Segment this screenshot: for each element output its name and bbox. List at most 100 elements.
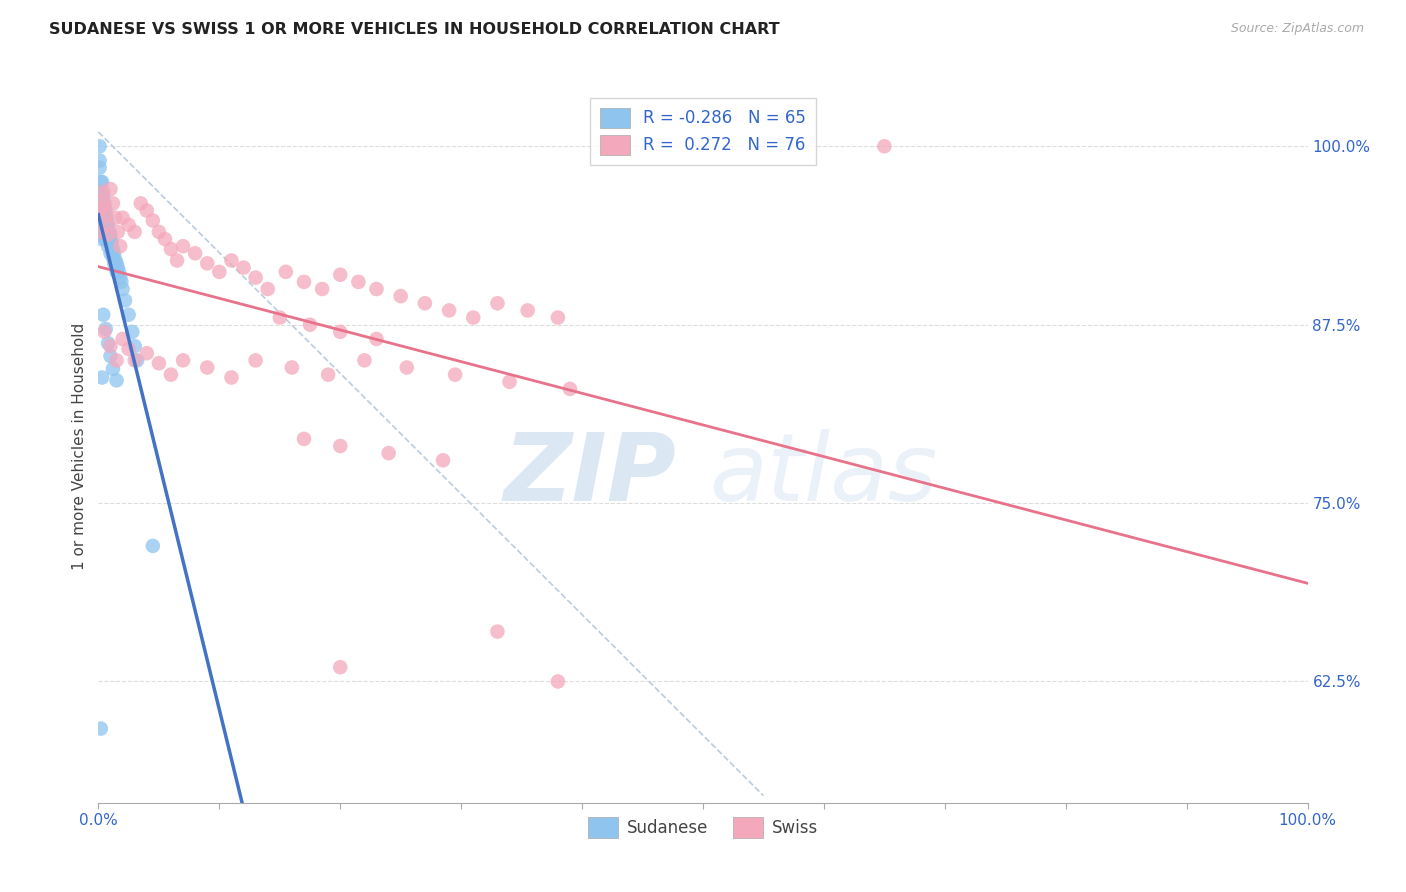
Point [437,303,460,318]
Point [90,203,112,218]
Point [172,239,194,253]
Point [97,218,120,232]
Point [90,185,112,199]
Point [100,339,122,353]
Point [256,282,278,296]
Point [101,196,124,211]
Point [486,624,509,639]
Point [98,235,121,249]
Point [316,368,339,382]
Point [91,232,114,246]
Point [127,353,149,368]
Point [101,362,124,376]
Point [91,185,114,199]
Point [90,194,112,208]
Point [366,282,388,296]
Point [89,139,111,153]
Point [124,339,146,353]
Point [395,360,418,375]
Point [148,356,170,370]
Point [184,246,207,260]
Point [91,211,114,225]
Point [94,203,117,218]
Point [118,218,141,232]
Point [90,722,112,736]
Point [160,368,183,382]
Point [90,175,112,189]
Point [547,674,569,689]
Point [90,213,112,227]
Point [195,360,218,375]
Point [547,310,569,325]
Point [97,227,120,242]
Point [100,182,122,196]
Point [104,211,127,225]
Text: ZIP: ZIP [503,428,676,521]
Point [93,325,115,339]
Point [93,196,115,211]
Point [111,332,134,346]
Point [105,256,128,270]
Point [94,208,117,222]
Point [93,199,115,213]
Point [91,222,114,236]
Point [208,265,231,279]
Point [100,235,122,249]
Point [129,196,152,211]
Point [245,353,267,368]
Point [153,232,176,246]
Point [353,353,375,368]
Point [135,346,157,360]
Legend: Sudanese, Swiss: Sudanese, Swiss [582,811,824,845]
Point [91,189,114,203]
Y-axis label: 1 or more Vehicles in Household: 1 or more Vehicles in Household [72,322,87,570]
Point [103,248,125,262]
Point [90,222,112,236]
Point [463,310,485,325]
Point [100,236,122,251]
Point [93,230,115,244]
Point [91,222,114,236]
Point [104,253,127,268]
Point [91,308,114,322]
Point [94,322,117,336]
Point [245,270,267,285]
Point [195,256,218,270]
Text: Source: ZipAtlas.com: Source: ZipAtlas.com [1230,22,1364,36]
Point [105,373,128,387]
Point [269,310,291,325]
Point [96,220,118,235]
Point [101,251,124,265]
Point [311,282,333,296]
Point [166,253,188,268]
Point [329,325,352,339]
Point [329,439,352,453]
Point [91,194,114,208]
Point [107,260,129,275]
Point [105,265,128,279]
Point [347,275,370,289]
Point [96,211,118,225]
Point [91,189,114,203]
Point [91,211,114,225]
Point [97,239,120,253]
Point [292,275,315,289]
Point [101,242,124,256]
Point [118,308,141,322]
Point [89,225,111,239]
Point [98,225,121,239]
Point [432,453,454,467]
Point [108,265,131,279]
Point [558,382,581,396]
Point [329,268,352,282]
Point [281,360,304,375]
Point [873,139,896,153]
Point [94,213,117,227]
Point [96,218,118,232]
Point [100,246,122,260]
Point [111,282,134,296]
Point [89,161,111,175]
Point [142,213,165,227]
Point [486,296,509,310]
Point [91,199,114,213]
